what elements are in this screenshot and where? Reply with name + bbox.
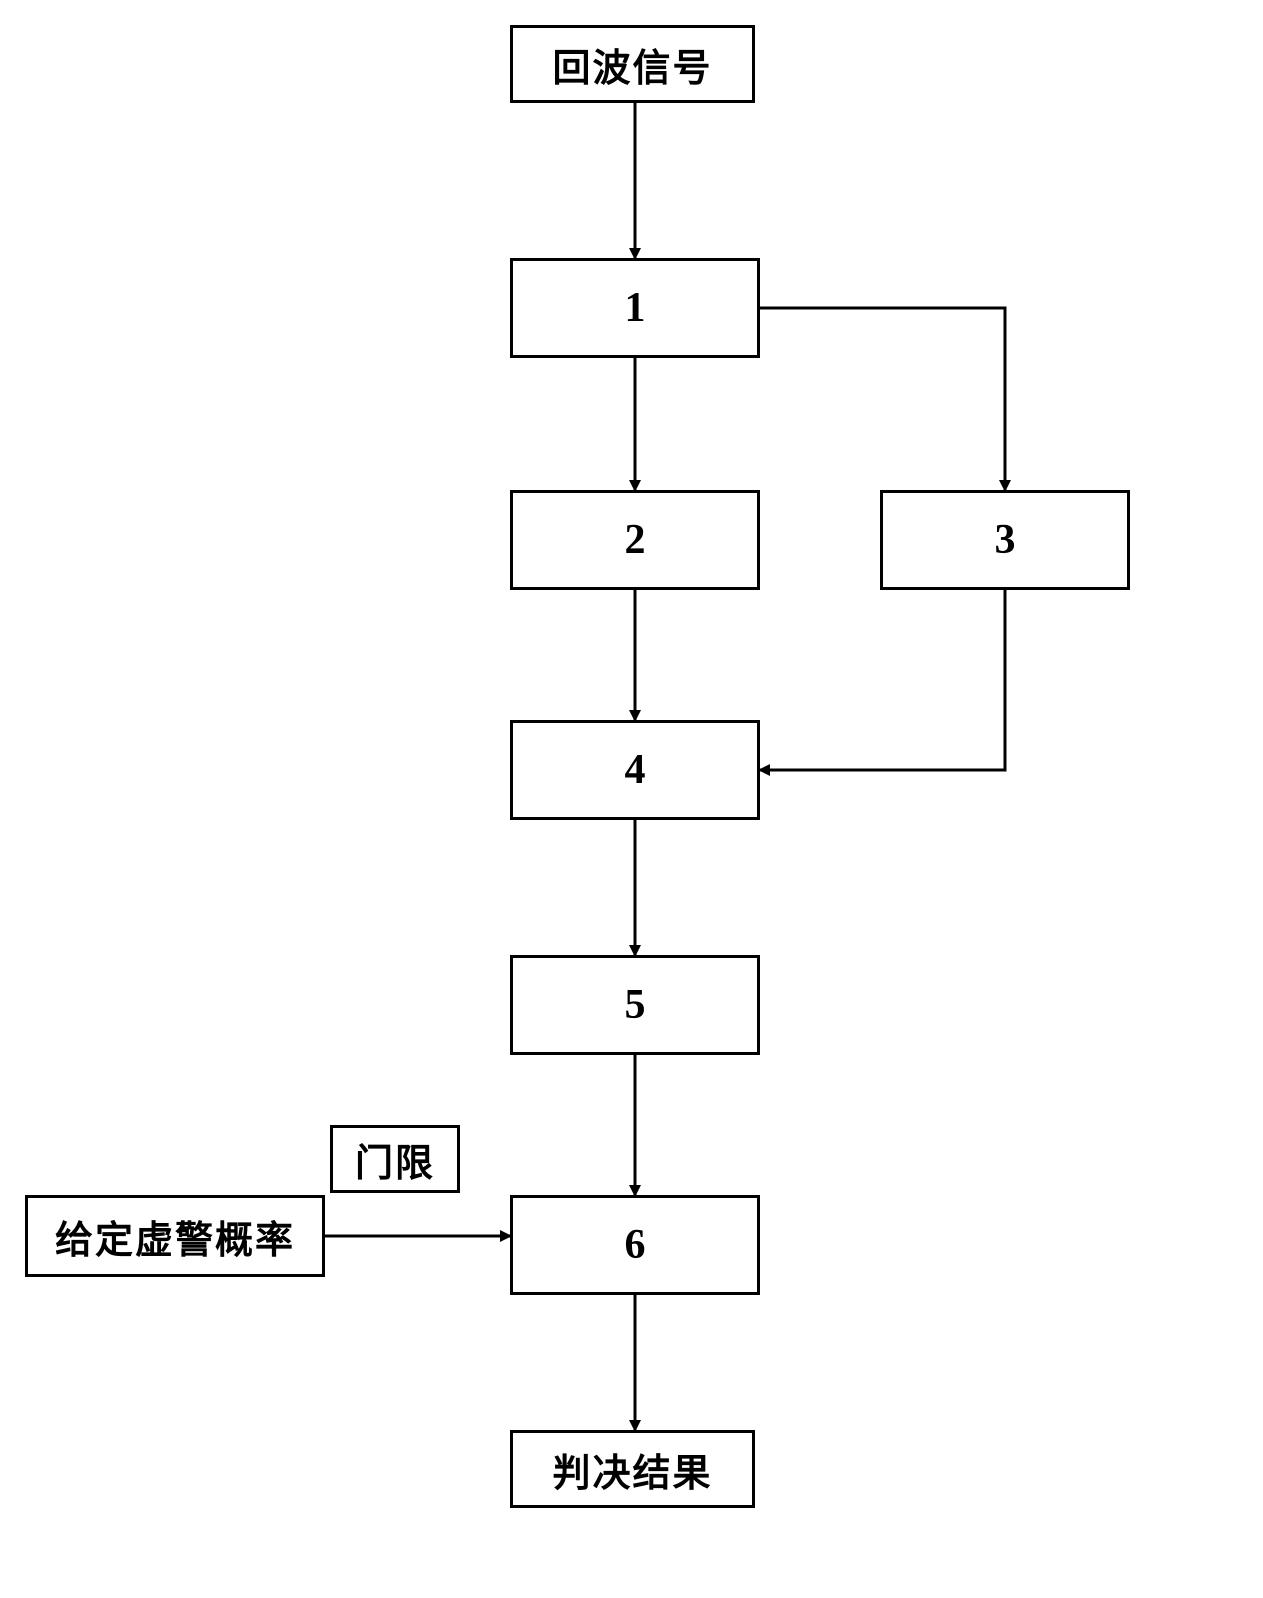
node-n1: 1	[510, 258, 760, 358]
node-output: 判决结果	[510, 1430, 755, 1508]
node-label-n3: 3	[995, 516, 1016, 564]
node-label-n4: 4	[625, 746, 646, 794]
node-label-n2: 2	[625, 516, 646, 564]
node-label-threshold: 门限	[355, 1132, 435, 1187]
node-label-n6: 6	[625, 1221, 646, 1269]
edge-n3-n4	[760, 590, 1005, 770]
node-label-n5: 5	[625, 981, 646, 1029]
node-n5: 5	[510, 955, 760, 1055]
node-label-prob: 给定虚警概率	[55, 1209, 295, 1264]
flowchart-container: 回波信号 1 2 3 4 5 门限给定虚警概率 6 判决结果	[0, 0, 1263, 1598]
node-n3: 3	[880, 490, 1130, 590]
node-label-input: 回波信号	[552, 37, 712, 92]
node-n6: 6	[510, 1195, 760, 1295]
node-n4: 4	[510, 720, 760, 820]
node-n2: 2	[510, 490, 760, 590]
node-prob: 给定虚警概率	[25, 1195, 325, 1277]
node-threshold: 门限	[330, 1125, 460, 1193]
node-input: 回波信号	[510, 25, 755, 103]
node-label-n1: 1	[625, 284, 646, 332]
node-label-output: 判决结果	[552, 1442, 712, 1497]
edge-n1-n3	[760, 308, 1005, 490]
